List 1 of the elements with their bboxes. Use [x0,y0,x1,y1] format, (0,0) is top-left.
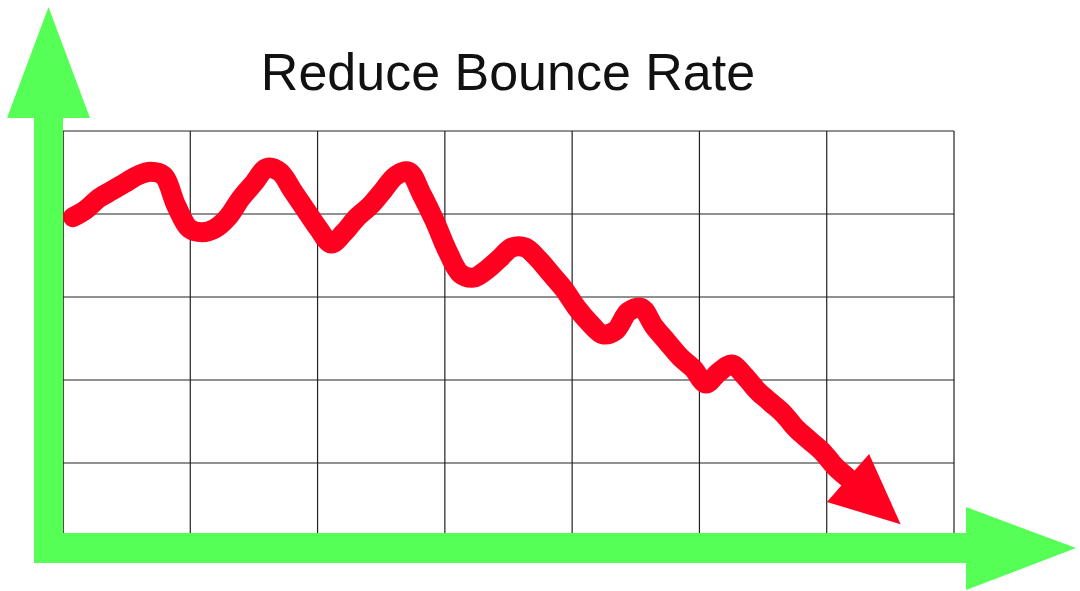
chart-title: Reduce Bounce Rate [260,43,756,101]
